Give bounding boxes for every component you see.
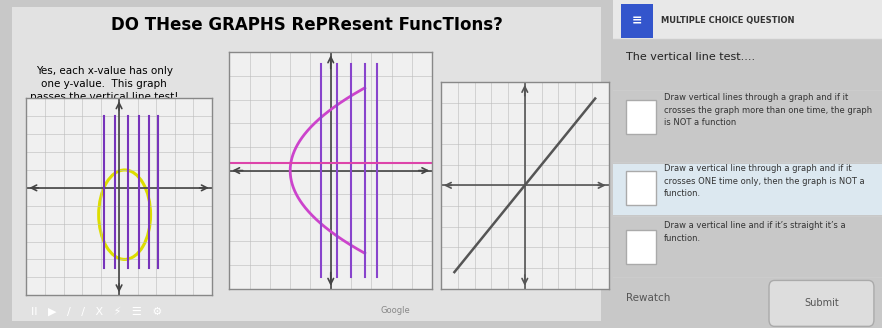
FancyBboxPatch shape — [621, 4, 654, 38]
Text: The vertical line test....: The vertical line test.... — [626, 52, 756, 62]
Text: II   ▶   /   /   X   ⚡   ☰   ⚙: II ▶ / / X ⚡ ☰ ⚙ — [31, 307, 162, 317]
Text: Yes, each x-value has only
one y-value.  This graph
passes the vertical line tes: Yes, each x-value has only one y-value. … — [30, 66, 178, 102]
Text: Submit: Submit — [804, 298, 839, 308]
Text: MULTIPLE CHOICE QUESTION: MULTIPLE CHOICE QUESTION — [662, 16, 795, 26]
Text: Draw a vertical line through a graph and if it
crosses ONE time only, then the g: Draw a vertical line through a graph and… — [664, 164, 864, 198]
Text: Google: Google — [381, 306, 411, 315]
FancyBboxPatch shape — [626, 230, 656, 264]
Text: ≡: ≡ — [632, 14, 642, 28]
Text: DO THеse GRAPHS RePResent FuncTIons?: DO THеse GRAPHS RePResent FuncTIons? — [110, 16, 503, 34]
Text: VLT: VLT — [265, 59, 299, 77]
FancyBboxPatch shape — [626, 100, 656, 134]
FancyBboxPatch shape — [12, 7, 601, 321]
FancyBboxPatch shape — [613, 164, 882, 215]
Text: Rewatch: Rewatch — [626, 294, 671, 303]
FancyBboxPatch shape — [626, 171, 656, 205]
Text: Draw vertical lines through a graph and if it
crosses the graph more than one ti: Draw vertical lines through a graph and … — [664, 93, 872, 128]
Text: Draw a vertical line and if it’s straight it’s a
function.: Draw a vertical line and if it’s straigh… — [664, 221, 846, 243]
FancyBboxPatch shape — [769, 280, 874, 326]
FancyBboxPatch shape — [613, 0, 882, 39]
